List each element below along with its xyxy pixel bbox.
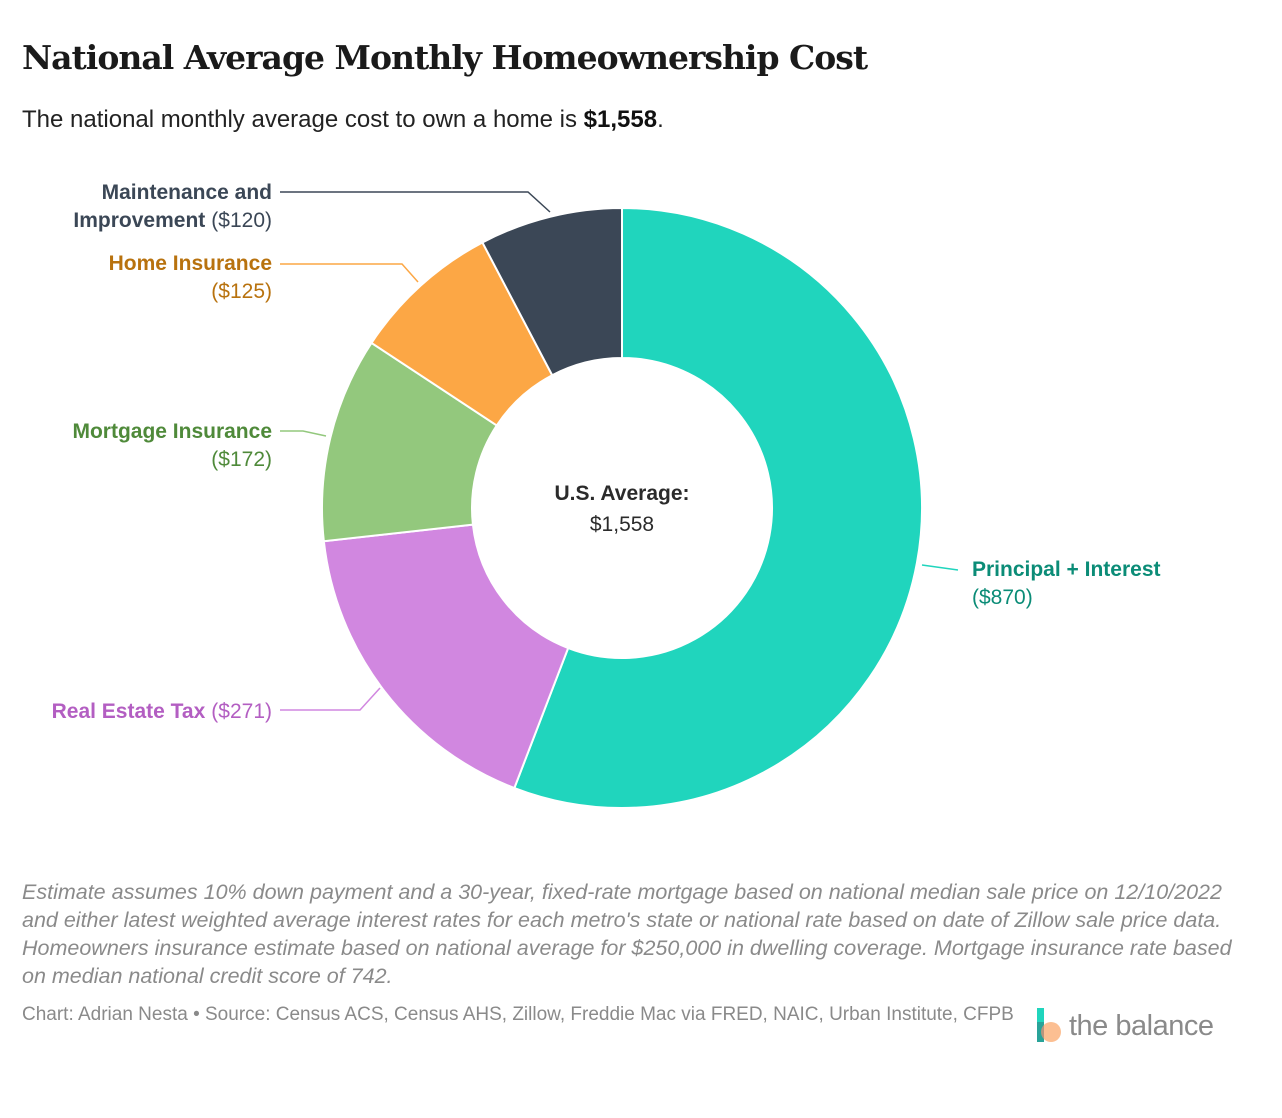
- slice-value-mortgageins: ($172): [211, 448, 272, 471]
- slice-value-homeins: ($125): [211, 280, 272, 303]
- slice-label-mortgageins: Mortgage Insurance ($172): [72, 420, 272, 471]
- leader-line-maintenance: [280, 191, 551, 213]
- methodology-note: Estimate assumes 10% down payment and a …: [22, 880, 1232, 988]
- slice-name-maintenance: Improvement: [73, 209, 205, 232]
- slice-name-realestate: Real Estate Tax: [52, 700, 206, 723]
- source-credit: Chart: Adrian Nesta • Source: Census ACS…: [22, 1004, 1014, 1025]
- leader-line-homeins: [280, 263, 419, 283]
- donut-chart: Principal + Interest ($870) Real Estate Ta…: [52, 181, 1161, 809]
- slice-label-homeins: Home Insurance ($125): [109, 252, 272, 303]
- balance-logo-icon: [1037, 1008, 1061, 1042]
- leader-line-mortgageins: [280, 430, 327, 437]
- slice-name-maintenance: Maintenance and: [102, 181, 272, 204]
- chart-title: National Average Monthly Homeownership C…: [22, 38, 868, 77]
- slice-label-maintenance: Maintenance and Improvement ($120): [73, 181, 272, 232]
- subtitle-text: The national monthly average cost to own…: [22, 106, 584, 133]
- donut-slice-maintenance: [481, 206, 623, 377]
- slice-name-homeins: Home Insurance: [109, 252, 272, 275]
- donut-slice-realestate: [322, 523, 570, 790]
- slice-label-realestate: Real Estate Tax ($271): [52, 700, 272, 723]
- slice-label-principal: Principal + Interest ($870): [972, 558, 1161, 609]
- slice-value-principal: ($870): [972, 586, 1033, 609]
- subtitle-period: .: [657, 106, 664, 133]
- brand-name: the balance: [1069, 1009, 1214, 1042]
- center-label: U.S. Average:: [555, 482, 690, 505]
- slice-name-principal: Principal + Interest: [972, 558, 1161, 581]
- subtitle-total: $1,558: [583, 106, 658, 133]
- brand-logo: the balance: [1037, 1008, 1214, 1044]
- slice-name-mortgageins: Mortgage Insurance: [72, 420, 272, 443]
- center-value: $1,558: [590, 513, 654, 536]
- slice-value-maintenance: ($120): [211, 209, 272, 232]
- chart-subtitle: The national monthly average cost to own…: [22, 106, 664, 134]
- leader-line-realestate: [280, 687, 381, 711]
- donut-slice-principal: [513, 206, 923, 809]
- slice-value-realestate: ($271): [211, 700, 272, 723]
- leader-line-principal: [921, 564, 959, 571]
